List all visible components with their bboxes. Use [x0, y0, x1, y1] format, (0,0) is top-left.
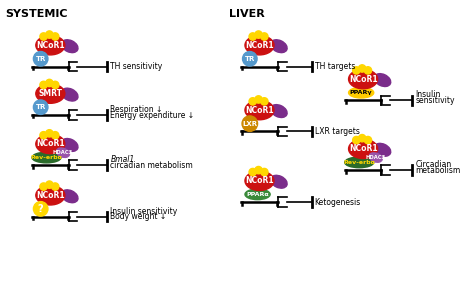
Text: HDAC3: HDAC3 — [366, 155, 386, 160]
Circle shape — [255, 31, 262, 38]
Text: LXR targets: LXR targets — [315, 127, 360, 136]
Circle shape — [261, 168, 268, 176]
Text: TR: TR — [35, 104, 46, 110]
Circle shape — [40, 183, 47, 190]
Circle shape — [261, 98, 268, 105]
Circle shape — [34, 201, 48, 216]
Text: TR: TR — [245, 56, 255, 62]
Text: Energy expenditure ↓: Energy expenditure ↓ — [110, 111, 195, 120]
Circle shape — [40, 33, 47, 40]
Circle shape — [359, 65, 366, 72]
Ellipse shape — [374, 144, 391, 156]
Text: Bmal1: Bmal1 — [110, 155, 134, 164]
Ellipse shape — [245, 189, 270, 200]
Text: Body weight ↓: Body weight ↓ — [110, 212, 167, 222]
Ellipse shape — [36, 134, 65, 154]
Circle shape — [255, 96, 262, 103]
Ellipse shape — [36, 186, 65, 205]
Ellipse shape — [62, 139, 78, 151]
Text: HDAC3: HDAC3 — [53, 150, 73, 155]
Ellipse shape — [270, 105, 287, 117]
Circle shape — [40, 132, 47, 139]
Circle shape — [34, 51, 48, 66]
Ellipse shape — [369, 153, 382, 162]
Ellipse shape — [245, 36, 274, 55]
Ellipse shape — [348, 139, 378, 158]
Ellipse shape — [348, 87, 374, 98]
Circle shape — [51, 183, 59, 190]
Text: NCoR1: NCoR1 — [245, 176, 274, 185]
Text: Rev-erbα: Rev-erbα — [343, 160, 375, 165]
Ellipse shape — [245, 171, 274, 191]
Circle shape — [359, 135, 366, 142]
Ellipse shape — [270, 40, 287, 53]
Circle shape — [242, 51, 257, 66]
Ellipse shape — [374, 74, 391, 86]
Ellipse shape — [270, 175, 287, 188]
Ellipse shape — [62, 40, 78, 53]
Circle shape — [34, 100, 48, 115]
Circle shape — [46, 31, 53, 38]
Circle shape — [46, 130, 53, 137]
Text: NCoR1: NCoR1 — [245, 106, 274, 115]
Text: sensitivity: sensitivity — [415, 96, 455, 105]
Circle shape — [353, 136, 360, 144]
Circle shape — [46, 79, 53, 87]
Text: Respiration ↓: Respiration ↓ — [110, 105, 163, 114]
Text: TH sensitivity: TH sensitivity — [110, 62, 163, 71]
Text: Rev-erbα: Rev-erbα — [30, 155, 63, 160]
Ellipse shape — [245, 100, 274, 120]
Text: TH targets: TH targets — [315, 62, 355, 71]
Text: Circadian: Circadian — [415, 160, 452, 169]
Ellipse shape — [36, 36, 65, 55]
Text: Insulin sensitivity: Insulin sensitivity — [110, 207, 177, 216]
Text: LIVER: LIVER — [229, 9, 265, 20]
Circle shape — [51, 81, 59, 89]
Ellipse shape — [62, 88, 78, 101]
Text: ?: ? — [38, 204, 43, 214]
Ellipse shape — [348, 69, 378, 89]
Circle shape — [249, 98, 256, 105]
Circle shape — [364, 67, 372, 74]
Ellipse shape — [57, 148, 70, 157]
Text: SYSTEMIC: SYSTEMIC — [5, 9, 67, 20]
Text: metabolism: metabolism — [415, 166, 460, 175]
Circle shape — [51, 33, 59, 40]
Text: PPARγ: PPARγ — [350, 90, 373, 95]
Text: NCoR1: NCoR1 — [349, 75, 377, 84]
Text: NCoR1: NCoR1 — [36, 41, 64, 50]
Ellipse shape — [62, 190, 78, 203]
Circle shape — [249, 33, 256, 40]
Text: TR: TR — [35, 56, 46, 62]
Text: NCoR1: NCoR1 — [36, 191, 64, 200]
Circle shape — [249, 168, 256, 176]
Circle shape — [46, 181, 53, 188]
Ellipse shape — [36, 84, 65, 103]
Text: NCoR1: NCoR1 — [36, 139, 64, 148]
Text: circadian metabolism: circadian metabolism — [110, 161, 193, 170]
Text: Insulin: Insulin — [415, 90, 441, 99]
Text: LXR: LXR — [242, 121, 257, 127]
Circle shape — [255, 166, 262, 174]
Ellipse shape — [32, 152, 61, 163]
Circle shape — [261, 33, 268, 40]
Ellipse shape — [345, 157, 374, 168]
Circle shape — [353, 67, 360, 74]
Text: SMRT: SMRT — [38, 89, 63, 98]
Text: PPARα: PPARα — [246, 192, 269, 197]
Text: Ketogenesis: Ketogenesis — [315, 197, 361, 207]
Text: NCoR1: NCoR1 — [349, 144, 377, 153]
Text: NCoR1: NCoR1 — [245, 41, 274, 50]
Circle shape — [242, 116, 258, 131]
Circle shape — [40, 81, 47, 89]
Circle shape — [364, 136, 372, 144]
Circle shape — [51, 132, 59, 139]
